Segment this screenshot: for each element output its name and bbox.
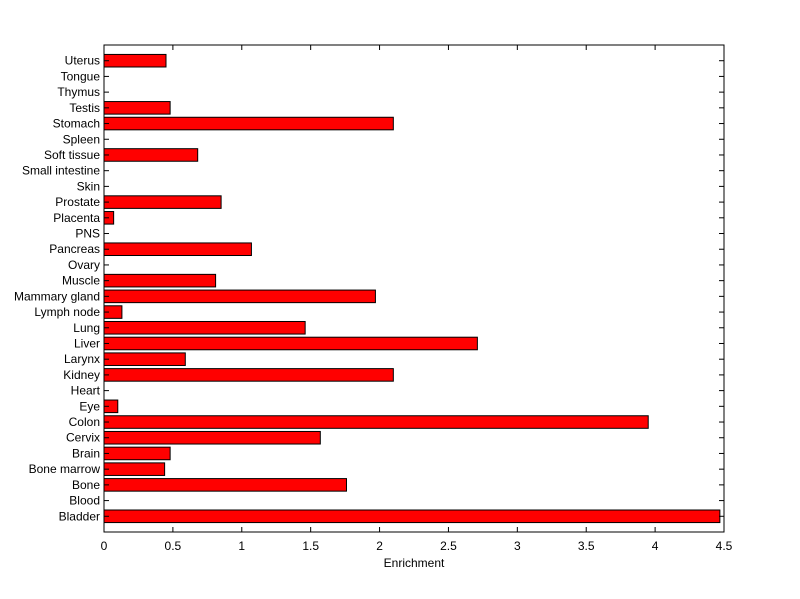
y-tick-label: Bone (72, 478, 100, 492)
x-tick-label: 2.5 (440, 539, 457, 553)
y-tick-label: Testis (69, 101, 100, 115)
x-tick-label: 1 (238, 539, 245, 553)
bar-prostate (103, 195, 222, 209)
y-tick-label: Lung (73, 321, 100, 335)
bar-bone (103, 478, 347, 492)
y-tick-label: Kidney (63, 368, 100, 382)
y-tick-label: Bladder (59, 509, 100, 523)
bar-larynx (103, 352, 186, 366)
x-tick-label: 4.5 (716, 539, 733, 553)
y-tick-label: Heart (71, 384, 101, 398)
y-tick-label: Colon (69, 415, 100, 429)
bar-uterus (103, 53, 167, 68)
x-tick-label: 4 (652, 539, 659, 553)
x-axis-label: Enrichment (384, 556, 445, 570)
x-tick-label: 3 (514, 539, 521, 553)
x-tick-label: 0 (101, 539, 108, 553)
bar-mammary-gland (103, 289, 376, 304)
y-tick-label: Eye (79, 399, 100, 413)
y-tick-label: Uterus (65, 54, 100, 68)
y-tick-label: Lymph node (34, 305, 100, 319)
y-tick-label: Prostate (55, 195, 100, 209)
bar-lung (103, 320, 306, 335)
bar-testis (103, 101, 171, 115)
x-tick-label: 0.5 (165, 539, 182, 553)
y-tick-label: Placenta (53, 211, 100, 225)
x-tick-label: 1.5 (302, 539, 319, 553)
plot-frame (103, 44, 725, 533)
y-tick-label: Pancreas (49, 242, 100, 256)
y-tick-label: Blood (69, 494, 100, 508)
bar-muscle (103, 273, 217, 288)
y-tick-label: Soft tissue (44, 148, 100, 162)
y-tick-label: Muscle (62, 274, 100, 288)
bar-soft-tissue (103, 148, 199, 162)
bar-bladder (103, 509, 721, 524)
y-tick-label: Tongue (61, 69, 101, 83)
y-tick-label: Thymus (57, 85, 100, 99)
y-tick-label: Stomach (53, 117, 100, 131)
y-tick-label: Cervix (66, 431, 100, 445)
y-tick-label: Brain (72, 446, 100, 460)
bar-bone-marrow (103, 462, 166, 476)
bar-liver (103, 336, 478, 351)
y-tick-label: Ovary (68, 258, 100, 272)
y-tick-label: Skin (77, 179, 100, 193)
x-tick-label: 3.5 (578, 539, 595, 553)
y-tick-label: Small intestine (22, 164, 100, 178)
y-tick-label: Liver (74, 336, 100, 350)
bar-kidney (103, 368, 394, 382)
y-tick-label: Mammary gland (14, 289, 100, 303)
bar-stomach (103, 116, 394, 131)
y-tick-label: Bone marrow (29, 462, 101, 476)
y-tick-label: Larynx (64, 352, 100, 366)
x-tick-label: 2 (376, 539, 383, 553)
bar-brain (103, 446, 171, 461)
bar-colon (103, 415, 649, 429)
bars-group (103, 53, 721, 524)
y-tick-label: Spleen (63, 132, 100, 146)
bar-pancreas (103, 242, 252, 257)
ticks-group (103, 45, 725, 532)
bar-cervix (103, 430, 321, 445)
y-tick-label: PNS (75, 227, 100, 241)
